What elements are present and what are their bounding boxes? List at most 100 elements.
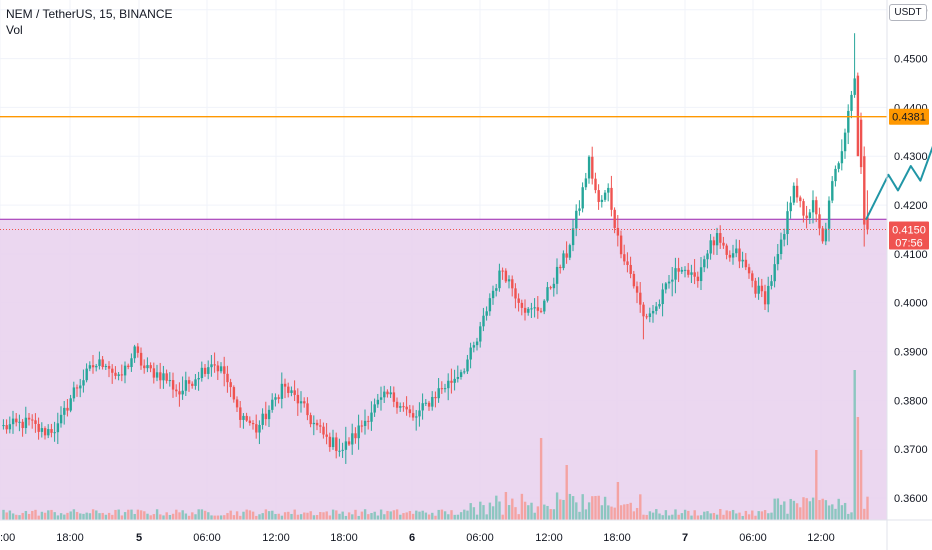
volume-bar — [443, 511, 447, 520]
candle — [754, 277, 757, 298]
candle — [306, 397, 309, 421]
candle — [437, 378, 440, 403]
candle — [383, 385, 386, 403]
candle — [34, 413, 37, 433]
volume-bar — [111, 514, 114, 520]
price-tick-label: 0.3600 — [894, 493, 928, 505]
volume-bar — [2, 509, 5, 520]
volume-bar — [562, 499, 565, 520]
volume-bar — [501, 514, 504, 520]
candle — [808, 209, 812, 224]
volume-bar — [354, 509, 357, 520]
volume-bar — [168, 514, 172, 520]
candle — [117, 371, 120, 381]
volume-bar — [290, 513, 293, 520]
volume-bar — [811, 497, 815, 520]
volume-bar — [194, 514, 197, 520]
volume-bar — [341, 511, 344, 520]
candle — [578, 200, 581, 216]
volume-bar — [747, 514, 751, 520]
volume-bar — [866, 496, 869, 520]
candle — [226, 365, 229, 393]
volume-bar — [328, 515, 332, 520]
currency-badge[interactable]: USDT — [889, 4, 927, 21]
candle — [776, 243, 780, 271]
candle — [527, 307, 530, 316]
volume-bar — [821, 498, 824, 520]
volume-bar — [50, 509, 53, 520]
candlesticks — [2, 33, 869, 464]
projection-path[interactable] — [865, 137, 932, 221]
volume-bar — [421, 510, 424, 520]
candle — [360, 420, 364, 433]
volume-bar — [491, 506, 495, 520]
candle — [50, 423, 53, 438]
volume-bar — [741, 515, 744, 520]
volume-bar — [21, 512, 24, 520]
candle — [207, 360, 210, 380]
candle — [386, 389, 389, 398]
volume-bar — [696, 515, 700, 520]
candle — [181, 376, 184, 400]
volume-label: Vol — [6, 23, 23, 37]
volume-bar — [149, 515, 152, 520]
candle — [127, 363, 130, 370]
candle — [184, 371, 188, 396]
candle — [354, 427, 357, 444]
candle — [159, 362, 162, 389]
candle — [568, 243, 572, 261]
candle — [859, 112, 863, 175]
volume-bar — [104, 514, 108, 520]
volume-bar — [261, 513, 264, 520]
volume-bar — [600, 505, 604, 520]
time-tick-label: 5 — [136, 532, 142, 544]
candle — [536, 296, 540, 319]
volume-bar — [85, 512, 88, 520]
candle — [642, 302, 645, 340]
candle — [5, 419, 8, 434]
candle — [453, 369, 456, 391]
volume-bar — [591, 496, 594, 520]
candle — [229, 378, 232, 398]
chart-title: NEM / TetherUS, 15, BINANCE — [6, 7, 173, 21]
price-axis[interactable]: 0.46000.45000.44000.43000.42000.41000.40… — [894, 5, 928, 505]
volume-bar — [447, 514, 450, 520]
volume-bar — [18, 515, 21, 520]
volume-bar — [267, 511, 271, 520]
candle — [575, 204, 578, 237]
candle — [418, 402, 421, 427]
volume-bar — [827, 505, 831, 520]
candle — [152, 362, 156, 384]
volume-bar — [75, 511, 79, 520]
price-tick-label: 0.3900 — [894, 347, 928, 359]
candle — [619, 230, 623, 259]
candle — [565, 241, 568, 264]
candle — [299, 391, 303, 413]
candle — [2, 419, 5, 430]
volume-bar — [539, 438, 543, 520]
price-tick-label: 0.4300 — [894, 151, 928, 163]
volume-bar — [815, 450, 818, 520]
volume-bar — [485, 514, 488, 520]
volume-bar — [133, 513, 136, 520]
volume-bar — [95, 510, 98, 520]
candle — [709, 234, 712, 260]
candle — [760, 278, 764, 298]
volume-bar — [690, 515, 693, 520]
candle — [463, 368, 466, 375]
candle — [405, 396, 408, 416]
candle — [293, 380, 296, 402]
volume-bar — [277, 513, 280, 520]
candle — [530, 302, 533, 318]
volume-bar — [738, 512, 741, 520]
volume-bar — [834, 508, 837, 520]
candle — [123, 361, 127, 384]
candle — [824, 222, 828, 246]
volume-bar — [395, 509, 399, 520]
volume-bar — [722, 514, 725, 520]
volume-bar — [274, 513, 277, 520]
time-axis[interactable]: :00 18:00 5 06:00 12:00 18:00 6 06:00 12:00 18:00… — [0, 532, 835, 544]
candle — [107, 361, 111, 378]
candle — [680, 266, 684, 274]
